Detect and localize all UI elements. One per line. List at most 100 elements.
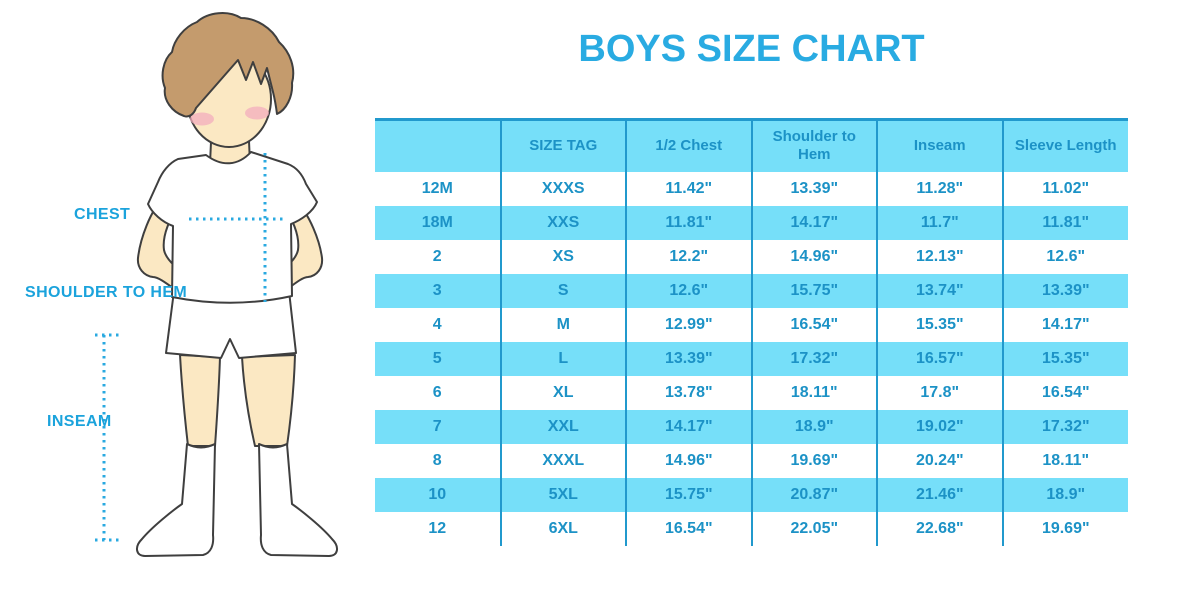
- table-cell: 20.87": [750, 477, 877, 512]
- table-row: 2 XS 12.2" 14.96" 12.13" 12.6": [375, 239, 1128, 274]
- table-cell: 17.32": [1001, 409, 1128, 444]
- table-cell: 22.68": [876, 511, 1003, 546]
- table-cell: 13.78": [625, 375, 752, 410]
- table-cell: 12.6": [1001, 239, 1128, 274]
- table-cell: 20.24": [876, 443, 1003, 478]
- table-cell: L: [499, 341, 626, 376]
- table-row: 3 S 12.6" 15.75" 13.74" 13.39": [375, 273, 1128, 308]
- table-cell: 12.6": [625, 273, 752, 308]
- table-cell: 15.35": [876, 307, 1003, 342]
- header-cell-shoulder-to-hem: Shoulder to Hem: [750, 119, 877, 172]
- table-cell: 13.39": [750, 171, 877, 206]
- table-cell: 13.39": [625, 341, 752, 376]
- table-row: 10 5XL 15.75" 20.87" 21.46" 18.9": [375, 477, 1128, 512]
- boy-illustration-icon: [95, 12, 338, 557]
- page-title: BOYS SIZE CHART: [578, 28, 925, 70]
- table-cell: 11.42": [625, 171, 752, 206]
- header-cell-size-tag: SIZE TAG: [499, 119, 626, 172]
- table-row: 5 L 13.39" 17.32" 16.57" 15.35": [375, 341, 1128, 376]
- table-cell: 6XL: [499, 511, 626, 546]
- table-cell: M: [499, 307, 626, 342]
- table-cell: 14.17": [750, 205, 877, 240]
- table-cell: 15.75": [750, 273, 877, 308]
- table-row: 18M XXS 11.81" 14.17" 11.7" 11.81": [375, 205, 1128, 240]
- table-cell: 5: [432, 349, 442, 367]
- header-cell-half-chest: 1/2 Chest: [625, 119, 752, 172]
- table-cell: 5XL: [499, 477, 626, 512]
- table-cell: 11.81": [1001, 205, 1128, 240]
- table-cell: XL: [499, 375, 626, 410]
- table-cell: 11.7": [876, 205, 1003, 240]
- table-cell: 14.17": [625, 409, 752, 444]
- table-cell: 14.96": [750, 239, 877, 274]
- blush-cheeks: [190, 106, 269, 126]
- left-sock-shape: [136, 443, 216, 557]
- chest-label: CHEST: [74, 206, 131, 223]
- figure-area: CHEST SHOULDER TO HEM INSEAM: [0, 0, 380, 600]
- table-cell: XS: [499, 239, 626, 274]
- table-cell: 3: [432, 281, 442, 299]
- header-cell-sleeve-length: Sleeve Length: [1001, 119, 1128, 172]
- left-sock-top-line: [186, 443, 216, 449]
- left-leg-shape: [179, 354, 221, 447]
- header-row: SIZE TAG 1/2 Chest Shoulder to Hem Insea…: [375, 119, 1128, 172]
- size-table-body: 12M XXXS 11.42" 13.39" 11.28" 11.02" 18M XXS 11.…: [375, 171, 1128, 546]
- right-sock-shape: [258, 443, 338, 557]
- table-cell: XXXS: [499, 171, 626, 206]
- table-cell: 19.69": [1001, 511, 1128, 546]
- table-cell: 18M: [421, 213, 453, 231]
- shoulder-to-hem-label: SHOULDER TO HEM: [25, 284, 188, 301]
- table-cell: 15.75": [625, 477, 752, 512]
- size-table-header: SIZE TAG 1/2 Chest Shoulder to Hem Insea…: [375, 119, 1128, 172]
- table-row: 8 XXXL 14.96" 19.69" 20.24" 18.11": [375, 443, 1128, 478]
- table-cell: 4: [432, 315, 442, 333]
- table-cell: 19.69": [750, 443, 877, 478]
- table-cell: 11.02": [1001, 171, 1128, 206]
- table-cell: 11.28": [876, 171, 1003, 206]
- table-cell: 2: [432, 247, 442, 265]
- table-cell: 16.54": [625, 511, 752, 546]
- table-cell: 12.99": [625, 307, 752, 342]
- table-cell: 12.2": [625, 239, 752, 274]
- inseam-label: INSEAM: [47, 413, 112, 430]
- tshirt-shape: [147, 151, 318, 304]
- table-cell: 13.39": [1001, 273, 1128, 308]
- table-cell: 17.32": [750, 341, 877, 376]
- table-cell: 16.54": [1001, 375, 1128, 410]
- table-cell: 21.46": [876, 477, 1003, 512]
- table-cell: 16.57": [876, 341, 1003, 376]
- right-leg-shape: [241, 354, 296, 447]
- header-cell-size: [375, 119, 501, 172]
- table-cell: 18.9": [1001, 477, 1128, 512]
- table-cell: 19.02": [876, 409, 1003, 444]
- right-sock-top-line: [258, 443, 288, 449]
- table-row: 7 XXL 14.17" 18.9" 19.02" 17.32": [375, 409, 1128, 444]
- table-cell: 12: [428, 519, 447, 537]
- table-cell: XXL: [499, 409, 626, 444]
- table-cell: 6: [432, 383, 442, 401]
- table-cell: 17.8": [876, 375, 1003, 410]
- table-cell: 8: [432, 451, 442, 469]
- header-cell-inseam: Inseam: [876, 119, 1003, 172]
- table-cell: 18.9": [750, 409, 877, 444]
- table-row: 6 XL 13.78" 18.11" 17.8" 16.54": [375, 375, 1128, 410]
- table-cell: 10: [428, 485, 447, 503]
- size-table: SIZE TAG 1/2 Chest Shoulder to Hem Insea…: [375, 118, 1128, 546]
- table-cell: 15.35": [1001, 341, 1128, 376]
- table-cell: XXS: [499, 205, 626, 240]
- table-cell: S: [499, 273, 626, 308]
- table-row: 12 6XL 16.54" 22.05" 22.68" 19.69": [375, 511, 1128, 546]
- table-cell: 12.13": [876, 239, 1003, 274]
- table-cell: 7: [432, 417, 442, 435]
- table-cell: 11.81": [625, 205, 752, 240]
- table-cell: XXXL: [499, 443, 626, 478]
- table-row: 12M XXXS 11.42" 13.39" 11.28" 11.02": [375, 171, 1128, 206]
- table-cell: 18.11": [750, 375, 877, 410]
- table-cell: 14.96": [625, 443, 752, 478]
- table-cell: 16.54": [750, 307, 877, 342]
- table-cell: 12M: [421, 179, 453, 197]
- hair-shape: [161, 12, 295, 118]
- table-cell: 18.11": [1001, 443, 1128, 478]
- table-cell: 13.74": [876, 273, 1003, 308]
- table-cell: 22.05": [750, 511, 877, 546]
